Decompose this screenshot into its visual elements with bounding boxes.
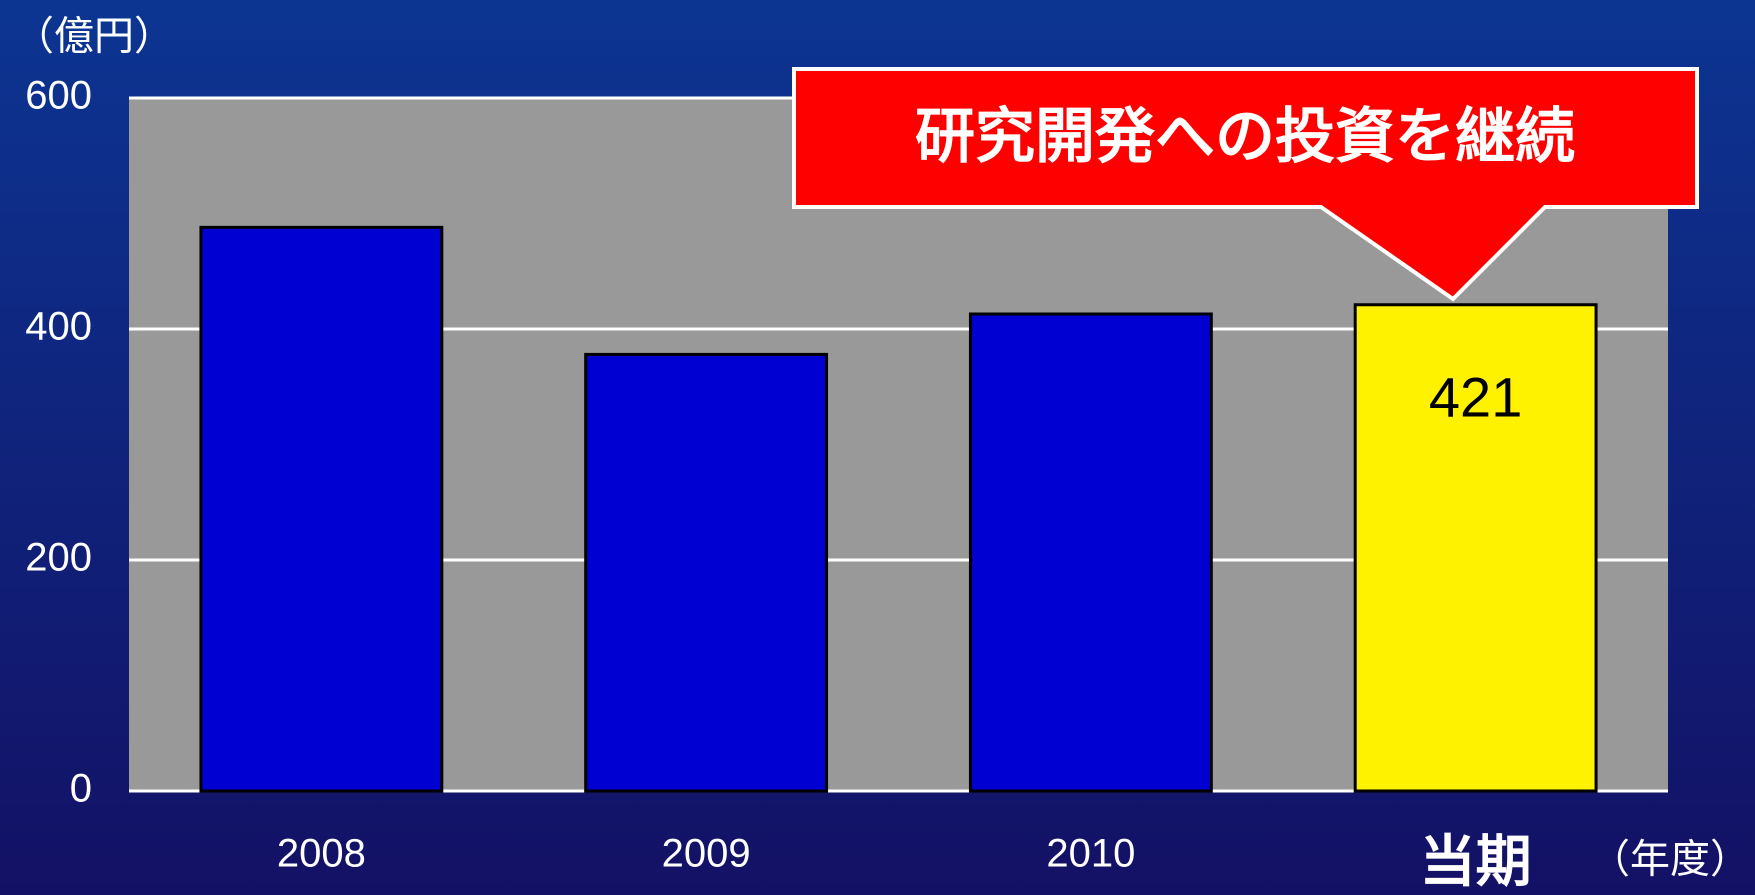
bar <box>199 225 444 793</box>
y-tick-label: 400 <box>25 305 92 349</box>
x-tick-label: 2010 <box>1046 832 1135 876</box>
bar <box>1353 303 1598 793</box>
bar <box>584 352 829 793</box>
y-unit-label: （億円） <box>14 15 174 59</box>
bar <box>968 312 1213 793</box>
y-tick-label: 0 <box>70 767 92 811</box>
callout: 研究開発への投資を継続 <box>792 67 1699 302</box>
y-tick-label: 600 <box>25 74 92 118</box>
x-unit-label: （年度） <box>1590 838 1750 882</box>
x-tick-label: 2008 <box>277 832 366 876</box>
x-tick-label: 当期 <box>1420 830 1532 893</box>
annotation: 研究開発への投資を継続 <box>915 103 1575 170</box>
callout-box <box>792 67 1699 302</box>
y-tick-label: 200 <box>25 536 92 580</box>
bars <box>199 225 1598 793</box>
data-label: 421 <box>1429 366 1522 429</box>
x-tick-label: 2009 <box>662 832 751 876</box>
